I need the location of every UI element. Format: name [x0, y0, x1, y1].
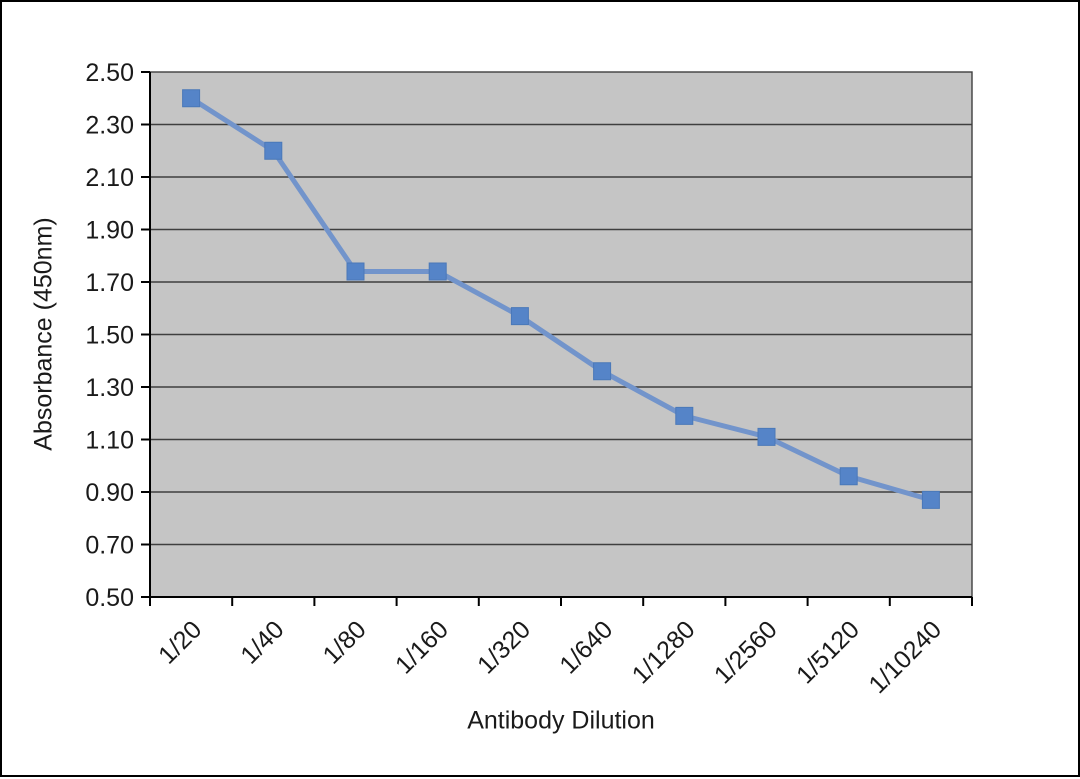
y-axis-title: Absorbance (450nm) — [29, 217, 58, 451]
x-tick-label: 1/80 — [318, 615, 372, 669]
y-tick-label: 2.50 — [85, 59, 134, 87]
x-axis-title: Antibody Dilution — [467, 706, 655, 735]
y-tick-label: 0.50 — [85, 584, 134, 612]
x-tick-label: 1/5120 — [791, 615, 865, 689]
y-tick-label: 1.90 — [85, 217, 134, 245]
data-point-marker — [510, 307, 529, 326]
x-tick-label: 1/20 — [153, 615, 207, 669]
y-tick-label: 1.30 — [85, 374, 134, 402]
y-tick-label: 0.70 — [85, 532, 134, 560]
x-tick-label: 1/2560 — [709, 615, 783, 689]
y-tick-label: 2.10 — [85, 164, 134, 192]
series-line — [189, 96, 932, 503]
data-point-marker — [264, 141, 283, 160]
x-tick-label: 1/10240 — [863, 615, 947, 699]
x-tick-label: 1/160 — [390, 615, 454, 679]
y-tick-label: 2.30 — [85, 112, 134, 140]
data-point-marker — [757, 427, 776, 446]
y-tick-label: 1.10 — [85, 427, 134, 455]
x-tick-label: 1/1280 — [627, 615, 701, 689]
data-point-marker — [428, 262, 447, 281]
y-tick-label: 0.90 — [85, 479, 134, 507]
data-point-marker — [839, 467, 858, 486]
x-tick-label: 1/320 — [472, 615, 536, 679]
x-tick-label: 1/640 — [554, 615, 618, 679]
data-point-marker — [675, 406, 694, 425]
data-point-marker — [921, 490, 940, 509]
data-point-marker — [593, 362, 612, 381]
x-tick-label: 1/40 — [235, 615, 289, 669]
y-tick-label: 1.50 — [85, 322, 134, 350]
data-point-marker — [182, 89, 201, 108]
y-tick-label: 1.70 — [85, 269, 134, 297]
data-point-marker — [346, 262, 365, 281]
